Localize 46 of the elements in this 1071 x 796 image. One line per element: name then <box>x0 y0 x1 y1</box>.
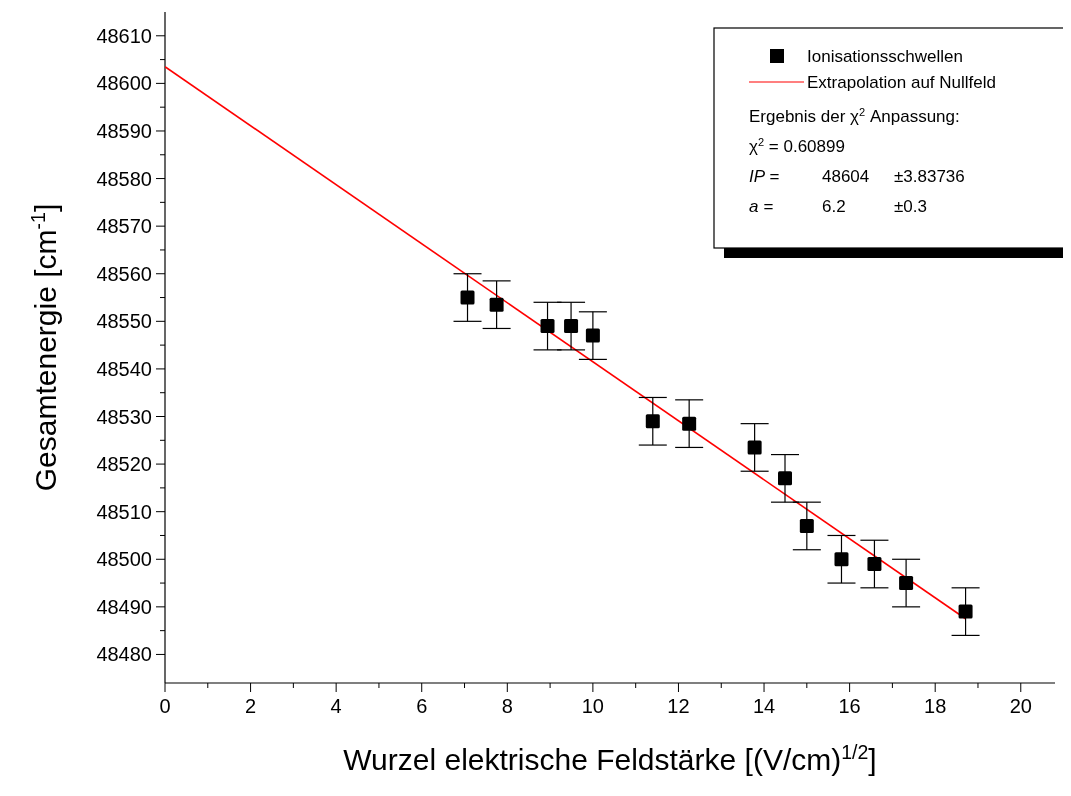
legend-label: Extrapolation auf Nullfeld <box>807 72 997 92</box>
point <box>899 576 914 591</box>
x-tick-label: 6 <box>416 695 428 717</box>
x-tick-label: 4 <box>330 695 342 717</box>
annotation: Ergebnis der χ$^{2}$ Anpassung: <box>749 105 960 126</box>
x-tick-label: 18 <box>924 695 947 717</box>
point <box>564 319 579 334</box>
point <box>489 297 504 312</box>
point <box>682 416 697 431</box>
x-tick-label: 16 <box>838 695 861 717</box>
point <box>747 440 762 455</box>
x-tick-label: 10 <box>581 695 605 717</box>
y-tick-label: 48500 <box>96 548 152 571</box>
y-tick-label: 48610 <box>96 24 152 47</box>
point <box>540 319 555 334</box>
point <box>958 604 973 619</box>
y-tick-label: 48520 <box>96 453 152 476</box>
y-tick-label: 48490 <box>96 595 152 618</box>
y-tick-label: 48550 <box>96 310 152 333</box>
annotation: χ$^{2}$ = 0.60899 <box>749 135 845 156</box>
text: IP = 48604 ±3.83736 <box>749 166 965 186</box>
x-tick-label: 2 <box>245 695 257 717</box>
x-axis-title: Wurzel elektrische Feldstärke [(V/cm)$^{1/2}$] <box>343 741 877 776</box>
y-tick-label: 48560 <box>96 262 152 285</box>
y-tick-label: 48530 <box>96 405 152 428</box>
point <box>799 518 814 533</box>
y-tick-label: 48590 <box>96 119 152 142</box>
y-tick-label: 48580 <box>96 167 152 190</box>
y-tick-label: 48510 <box>96 500 152 523</box>
text: a = 6.2 ±0.3 <box>749 196 927 216</box>
point <box>460 290 475 305</box>
x-tick-label: 0 <box>159 695 171 717</box>
x-tick-label: 8 <box>501 695 513 717</box>
point <box>778 471 793 486</box>
y-tick-label: 48540 <box>96 357 152 380</box>
y-tick-label: 48600 <box>96 72 152 95</box>
x-tick-label: 20 <box>1009 695 1032 717</box>
legend-label: Ionisationsschwellen <box>807 46 963 66</box>
x-tick-label: 12 <box>667 695 690 717</box>
point <box>834 552 849 567</box>
y-tick-label: 48570 <box>96 215 152 238</box>
y-tick-label: 48480 <box>96 643 152 666</box>
point <box>645 414 660 429</box>
point <box>585 328 600 343</box>
x-tick-label: 14 <box>752 695 776 717</box>
point <box>867 557 882 572</box>
